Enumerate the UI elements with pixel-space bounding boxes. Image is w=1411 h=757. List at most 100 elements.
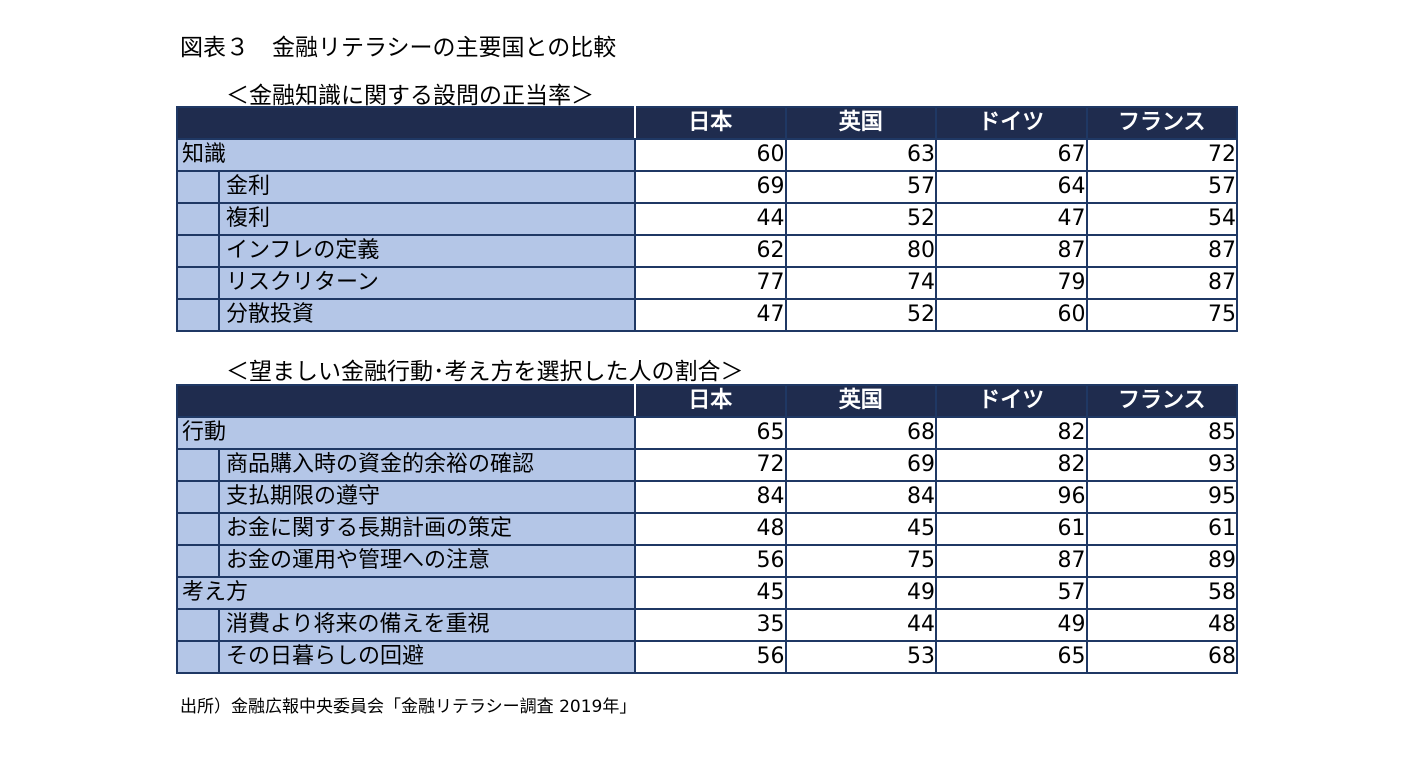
category-label: 考え方 [176,576,636,610]
column-header: ドイツ [935,106,1088,140]
category-label: 行動 [176,416,636,450]
value-cell: 45 [784,512,937,546]
value-cell: 61 [935,512,1088,546]
value-cell: 60 [634,138,787,172]
value-cell: 77 [634,266,787,300]
value-cell: 57 [1085,170,1238,204]
knowledge-table: 日本 英国 ドイツ フランス 知識 60 63 67 72 金利 69 57 64 57 複利 44 5… [176,106,1238,332]
value-cell: 75 [1085,298,1238,332]
value-cell: 64 [935,170,1088,204]
value-cell: 75 [784,544,937,578]
value-cell: 87 [1085,266,1238,300]
table-row: 知識 60 63 67 72 [176,138,1238,172]
table-row: リスクリターン 77 74 79 87 [176,266,1238,300]
source-note: 出所）金融広報中央委員会「金融リテラシー調査 2019年」 [180,697,637,717]
value-cell: 95 [1085,480,1238,514]
value-cell: 82 [935,416,1088,450]
value-cell: 45 [634,576,787,610]
value-cell: 84 [634,480,787,514]
table-row: 考え方 45 49 57 58 [176,576,1238,610]
value-cell: 68 [1085,640,1238,674]
value-cell: 89 [1085,544,1238,578]
value-cell: 79 [935,266,1088,300]
value-cell: 65 [634,416,787,450]
item-label: 商品購入時の資金的余裕の確認 [176,448,636,482]
value-cell: 85 [1085,416,1238,450]
value-cell: 48 [634,512,787,546]
table-row: インフレの定義 62 80 87 87 [176,234,1238,268]
value-cell: 49 [935,608,1088,642]
column-header: 日本 [634,384,787,418]
item-label: お金に関する長期計画の策定 [176,512,636,546]
value-cell: 53 [784,640,937,674]
column-header: フランス [1085,106,1238,140]
value-cell: 67 [935,138,1088,172]
table-row: 行動 65 68 82 85 [176,416,1238,450]
item-label: 金利 [176,170,636,204]
column-header: 日本 [634,106,787,140]
value-cell: 58 [1085,576,1238,610]
item-label: インフレの定義 [176,234,636,268]
category-label: 知識 [176,138,636,172]
header-blank-cell [176,384,636,418]
table-row: 商品購入時の資金的余裕の確認 72 69 82 93 [176,448,1238,482]
value-cell: 87 [935,544,1088,578]
value-cell: 44 [784,608,937,642]
column-header: 英国 [784,384,937,418]
value-cell: 47 [935,202,1088,236]
item-label: お金の運用や管理への注意 [176,544,636,578]
table-row: 金利 69 57 64 57 [176,170,1238,204]
column-header: 英国 [784,106,937,140]
value-cell: 72 [634,448,787,482]
value-cell: 87 [935,234,1088,268]
behavior-table: 日本 英国 ドイツ フランス 行動 65 68 82 85 商品購入時の資金的余裕の確認 7… [176,384,1238,674]
value-cell: 82 [935,448,1088,482]
value-cell: 69 [634,170,787,204]
value-cell: 80 [784,234,937,268]
table-row: お金の運用や管理への注意 56 75 87 89 [176,544,1238,578]
value-cell: 56 [634,640,787,674]
table-row: 複利 44 52 47 54 [176,202,1238,236]
header-blank-cell [176,106,636,140]
value-cell: 68 [784,416,937,450]
value-cell: 65 [935,640,1088,674]
value-cell: 56 [634,544,787,578]
value-cell: 48 [1085,608,1238,642]
item-label: 支払期限の遵守 [176,480,636,514]
value-cell: 52 [784,298,937,332]
value-cell: 57 [784,170,937,204]
value-cell: 44 [634,202,787,236]
value-cell: 57 [935,576,1088,610]
item-label: その日暮らしの回避 [176,640,636,674]
value-cell: 52 [784,202,937,236]
column-header: ドイツ [935,384,1088,418]
table-header-row: 日本 英国 ドイツ フランス [176,106,1238,140]
value-cell: 60 [935,298,1088,332]
table-row: その日暮らしの回避 56 53 65 68 [176,640,1238,674]
table-header-row: 日本 英国 ドイツ フランス [176,384,1238,418]
value-cell: 61 [1085,512,1238,546]
section1-title: ＜金融知識に関する設問の正当率＞ [226,83,594,109]
value-cell: 63 [784,138,937,172]
value-cell: 62 [634,234,787,268]
value-cell: 54 [1085,202,1238,236]
value-cell: 49 [784,576,937,610]
figure-title: 図表３ 金融リテラシーの主要国との比較 [180,35,617,61]
table-row: 分散投資 47 52 60 75 [176,298,1238,332]
value-cell: 84 [784,480,937,514]
value-cell: 35 [634,608,787,642]
item-label: リスクリターン [176,266,636,300]
value-cell: 47 [634,298,787,332]
value-cell: 93 [1085,448,1238,482]
table-row: お金に関する長期計画の策定 48 45 61 61 [176,512,1238,546]
table-row: 支払期限の遵守 84 84 96 95 [176,480,1238,514]
item-label: 複利 [176,202,636,236]
value-cell: 87 [1085,234,1238,268]
value-cell: 96 [935,480,1088,514]
value-cell: 74 [784,266,937,300]
section2-title: ＜望ましい金融行動･考え方を選択した人の割合＞ [226,359,744,385]
item-label: 消費より将来の備えを重視 [176,608,636,642]
column-header: フランス [1085,384,1238,418]
value-cell: 72 [1085,138,1238,172]
value-cell: 69 [784,448,937,482]
